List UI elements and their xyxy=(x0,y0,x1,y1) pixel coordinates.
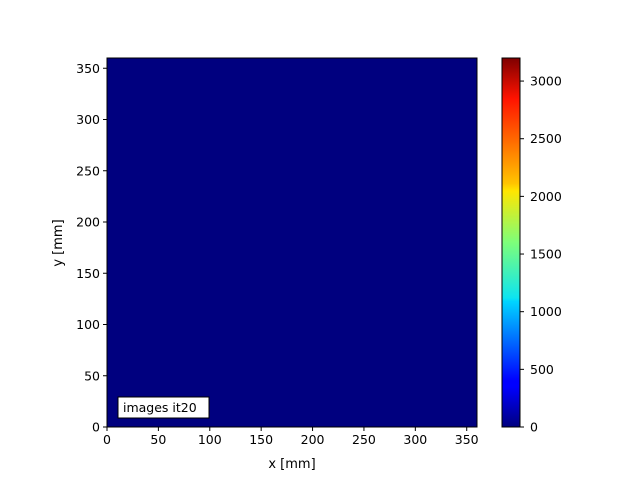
y-tick-label: 250 xyxy=(76,163,100,178)
heatmap-field xyxy=(107,58,477,427)
x-tick-label: 0 xyxy=(103,432,111,447)
annotation-box: images it20 xyxy=(117,396,210,419)
y-axis-label: y [mm] xyxy=(51,219,66,266)
x-tick-label: 200 xyxy=(301,432,325,447)
colorbar-tick-label: 2000 xyxy=(530,189,562,204)
y-tick-label: 200 xyxy=(76,215,100,230)
colorbar xyxy=(501,57,521,428)
y-tick-label: 0 xyxy=(92,420,100,435)
annotation-text: images it20 xyxy=(123,400,197,415)
x-tick-label: 50 xyxy=(150,432,166,447)
y-tick-label: 50 xyxy=(84,368,100,383)
y-tick-label: 150 xyxy=(76,266,100,281)
y-tick-label: 350 xyxy=(76,61,100,76)
x-tick-label: 150 xyxy=(249,432,273,447)
y-tick-label: 100 xyxy=(76,317,100,332)
plot-frame xyxy=(106,57,478,428)
x-axis-label: x [mm] xyxy=(268,457,315,472)
x-tick-label: 300 xyxy=(403,432,427,447)
x-tick-label: 100 xyxy=(198,432,222,447)
colorbar-tick-label: 500 xyxy=(530,362,554,377)
y-tick-label: 300 xyxy=(76,112,100,127)
colorbar-tick-label: 0 xyxy=(530,420,538,435)
x-tick-label: 250 xyxy=(352,432,376,447)
colorbar-tick-label: 2500 xyxy=(530,131,562,146)
colorbar-tick-label: 1500 xyxy=(530,247,562,262)
colorbar-tick-label: 1000 xyxy=(530,304,562,319)
x-tick-label: 350 xyxy=(455,432,479,447)
colorbar-tick-label: 3000 xyxy=(530,74,562,89)
